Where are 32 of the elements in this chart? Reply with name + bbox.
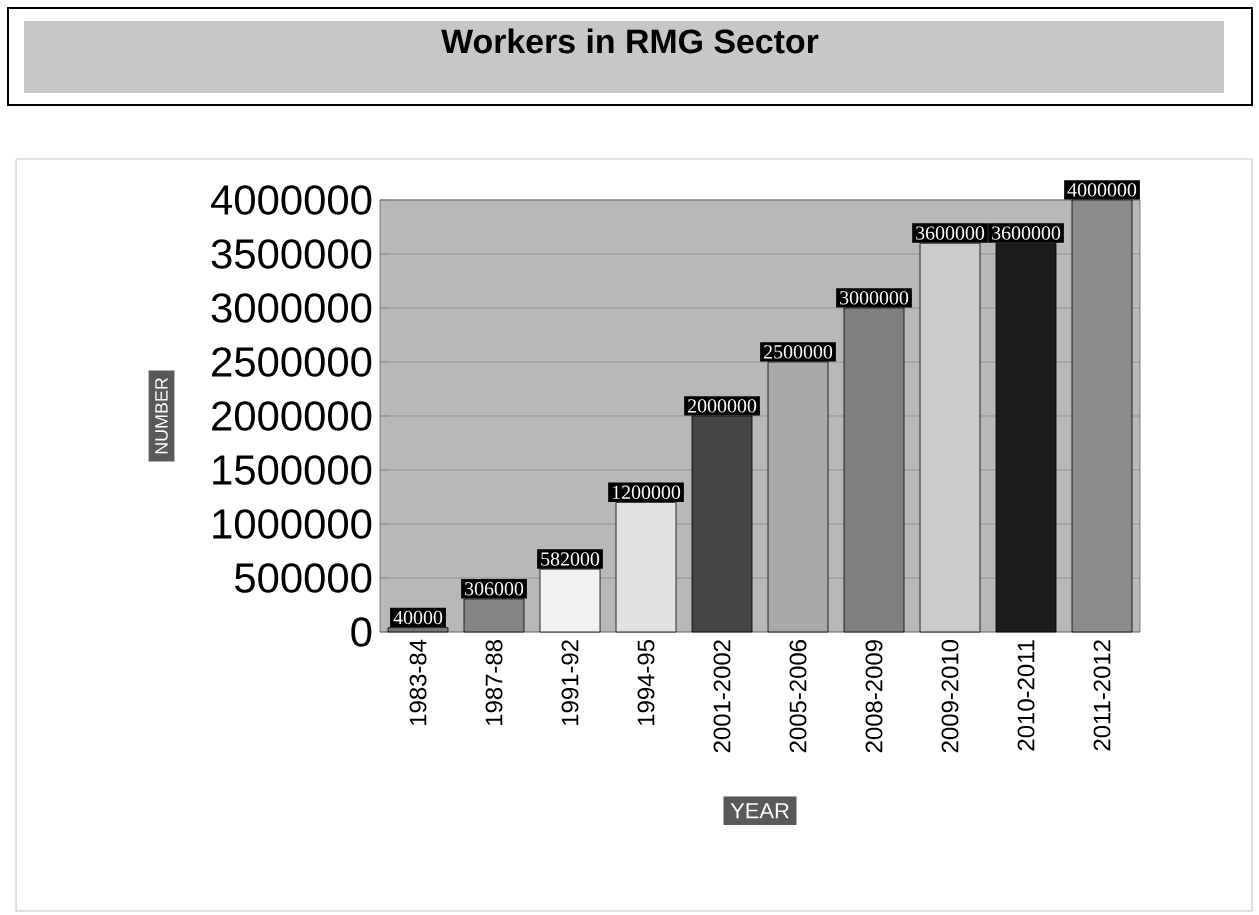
data-label: 2000000 — [688, 399, 757, 413]
y-tick-label: 3000000 — [211, 293, 372, 323]
x-tick-label: 2010-2011 — [1017, 640, 1035, 751]
data-label: 582000 — [541, 552, 600, 566]
y-tick-label: 3500000 — [211, 239, 372, 269]
data-label: 40000 — [393, 610, 443, 625]
x-tick-label: 2001-2002 — [713, 640, 731, 753]
y-tick-label: 500000 — [235, 563, 372, 593]
data-label: 2500000 — [764, 345, 833, 359]
data-label: 3000000 — [840, 291, 909, 305]
x-tick-label: 1987-88 — [485, 640, 503, 725]
y-tick-label: 0 — [351, 617, 372, 647]
x-tick-label: 2009-2010 — [941, 639, 959, 753]
data-label: 3600000 — [992, 226, 1061, 240]
y-tick-label: 2000000 — [212, 401, 372, 431]
data-label: 3600000 — [916, 226, 985, 240]
chart-title: Workers in RMG Sector — [441, 28, 819, 54]
x-tick-label: 1991-92 — [561, 640, 579, 725]
y-tick-label: 1000000 — [213, 509, 372, 539]
x-tick-label: 2005-2006 — [789, 640, 807, 753]
data-label: 306000 — [465, 582, 524, 596]
data-label: 4000000 — [1067, 183, 1137, 197]
y-tick-label: 2500000 — [212, 347, 372, 377]
data-label: 1200000 — [612, 485, 681, 499]
x-tick-label: 2011-2012 — [1093, 640, 1111, 751]
x-tick-label: 1994-95 — [637, 640, 655, 725]
x-axis-title: YEAR — [730, 803, 789, 819]
x-tick-label: 2008-2009 — [865, 640, 883, 753]
y-tick-label: 1500000 — [213, 455, 372, 485]
x-tick-label: 1983-84 — [409, 639, 427, 725]
y-tick-label: 4000000 — [211, 185, 372, 215]
y-axis-title: NUMBER — [155, 377, 168, 454]
